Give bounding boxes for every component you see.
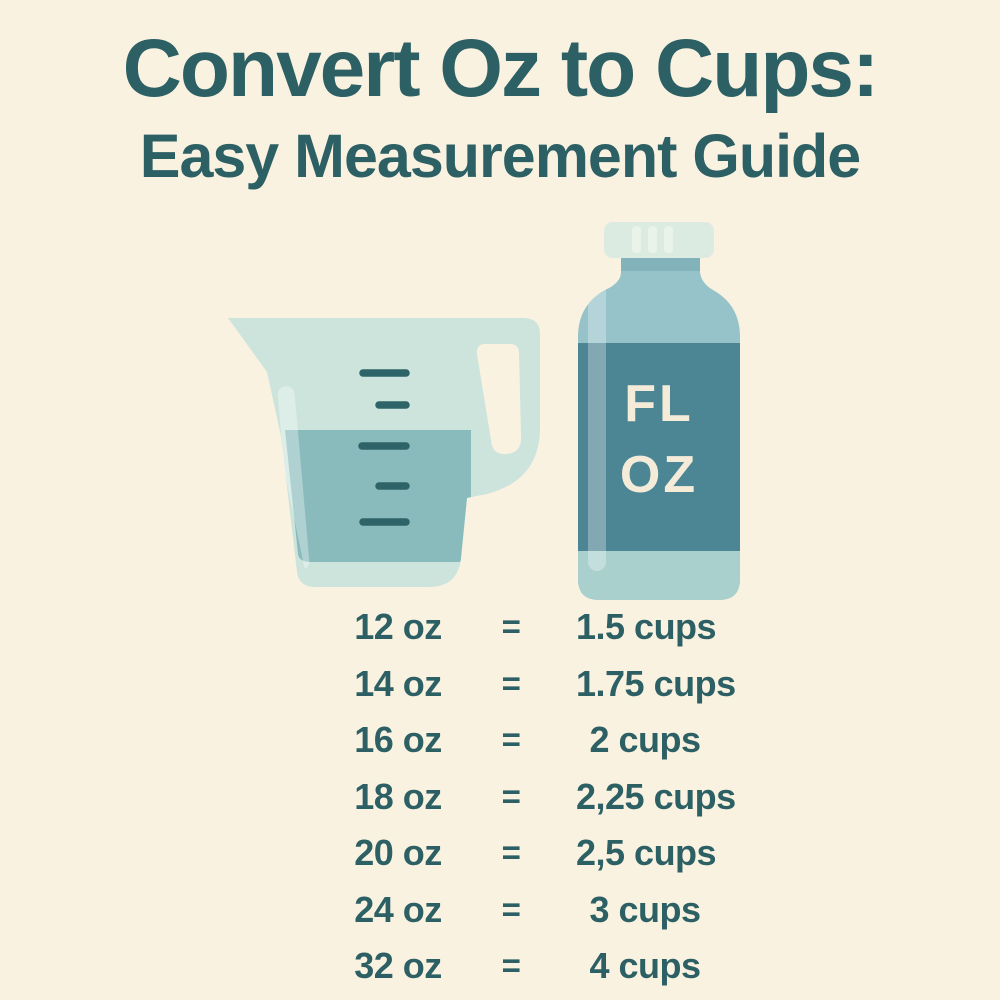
- cup-water: [285, 430, 471, 562]
- cups-value: 2 cups: [589, 719, 701, 761]
- oz-value: 20 oz: [354, 832, 442, 874]
- oz-value: 12 oz: [354, 606, 442, 648]
- measuring-cup-illustration: [228, 318, 540, 587]
- cup-highlight: [277, 386, 310, 570]
- table-row: 18 oz = 2,25 cups: [350, 769, 736, 826]
- equals-sign: =: [501, 721, 521, 759]
- oz-value: 24 oz: [354, 888, 442, 930]
- bottle-highlight: [588, 271, 606, 571]
- bottle-cap-ridges: [632, 226, 673, 253]
- table-row: 14 oz = 1.75 cups: [350, 656, 736, 713]
- equals-sign: =: [501, 947, 521, 985]
- equals-sign: =: [501, 608, 521, 646]
- bottle-label-band: [578, 343, 740, 551]
- bottle-label-text-oz: OZ: [620, 446, 698, 504]
- cups-value: 2,5 cups: [576, 832, 717, 874]
- oz-value: 32 oz: [354, 945, 442, 987]
- bottle-cap: [604, 222, 714, 258]
- bottle-neck-shade: [621, 258, 700, 271]
- page-title: Convert Oz to Cups:: [122, 23, 880, 114]
- oz-value: 14 oz: [354, 662, 442, 704]
- bottle-lower-body: [578, 551, 740, 600]
- equals-sign: =: [501, 664, 521, 702]
- cup-tick-marks: [358, 369, 410, 526]
- equals-sign: =: [501, 777, 521, 815]
- table-row: 12 oz = 1.5 cups: [350, 599, 717, 656]
- table-row: 32 oz = 4 cups: [350, 938, 714, 995]
- cups-value: 4 cups: [589, 945, 701, 987]
- equals-sign: =: [501, 834, 521, 872]
- table-row: 20 oz = 2,5 cups: [350, 825, 717, 882]
- table-row: 16 oz = 2 cups: [350, 712, 714, 769]
- cups-value: 1.75 cups: [576, 662, 736, 704]
- equals-sign: =: [501, 890, 521, 928]
- cups-value: 2,25 cups: [576, 775, 736, 817]
- oz-value: 16 oz: [354, 719, 442, 761]
- bottle-illustration: FL OZ: [578, 222, 740, 600]
- oz-value: 18 oz: [354, 775, 442, 817]
- cups-value: 1.5 cups: [576, 606, 717, 648]
- bottle-label-text-fl: FL: [624, 375, 694, 433]
- page-subtitle: Easy Measurement Guide: [139, 122, 861, 190]
- table-row: 24 oz = 3 cups: [350, 882, 714, 939]
- conversion-table: 12 oz = 1.5 cups 14 oz = 1.75 cups 16 oz…: [350, 599, 736, 995]
- cup-handle-hole: [476, 344, 522, 455]
- cups-value: 3 cups: [589, 888, 701, 930]
